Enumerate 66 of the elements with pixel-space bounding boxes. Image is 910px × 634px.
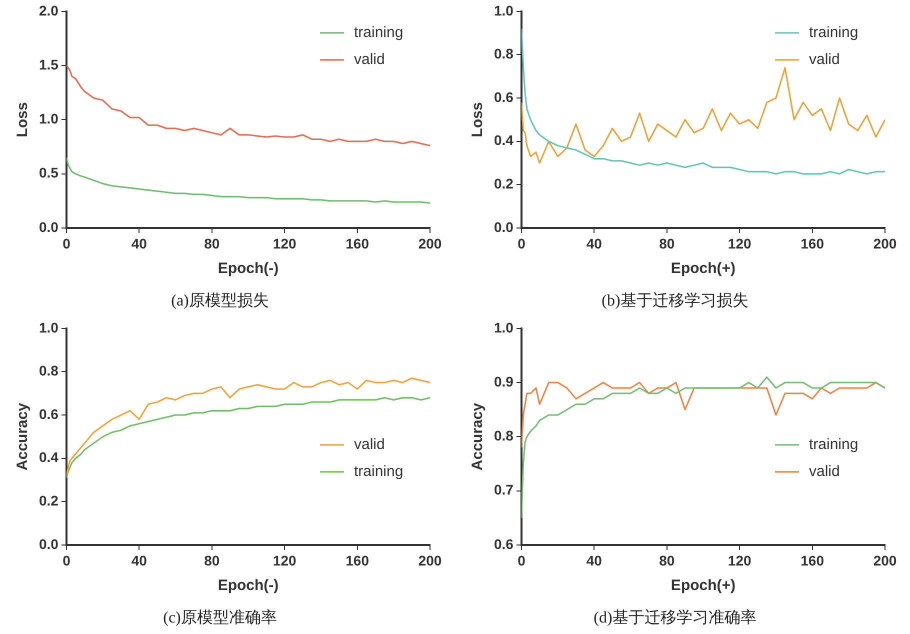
x-tick-label: 200 [418, 235, 442, 252]
legend-label: valid [809, 51, 840, 68]
y-tick-label: 0.0 [494, 218, 514, 235]
x-axis-title: Epoch(-) [218, 576, 279, 594]
y-tick-label: 0.2 [494, 176, 514, 192]
y-tick-label: 1.0 [494, 2, 514, 18]
text: (d)基于迁移学习准确率 [594, 608, 756, 627]
x-tick-label: 160 [346, 552, 370, 568]
x-tick-label: 200 [873, 552, 897, 568]
x-tick-label: 80 [659, 235, 675, 252]
y-axis-title: Loss [14, 102, 32, 138]
legend-label: valid [809, 463, 840, 480]
y-tick-label: 0.6 [494, 88, 514, 105]
y-tick-label: 0.9 [494, 373, 514, 390]
x-tick-label: 0 [518, 235, 526, 252]
x-tick-label: 40 [131, 235, 148, 252]
legend-label: training [354, 463, 404, 480]
y-tick-label: 0.6 [38, 406, 59, 422]
y-tick-label: 0.7 [494, 482, 514, 498]
y-axis-title: Accuracy [469, 402, 486, 470]
y-tick-label: 0.5 [38, 164, 59, 181]
y-axis-title: Loss [469, 102, 486, 138]
x-tick-label: 120 [272, 552, 296, 568]
x-tick-label: 200 [873, 235, 897, 252]
x-tick-label: 0 [518, 552, 526, 568]
x-axis-title: Epoch(+) [670, 576, 736, 594]
x-axis-title: Epoch(-) [218, 260, 279, 277]
y-tick-label: 0.2 [38, 492, 59, 509]
y-axis-title: Accuracy [14, 402, 32, 470]
y-tick-label: 0.6 [494, 536, 514, 552]
y-tick-label: 1.0 [38, 319, 59, 336]
y-tick-label: 0.8 [494, 428, 514, 444]
x-tick-label: 160 [800, 552, 824, 568]
x-tick-label: 80 [204, 552, 220, 568]
text: (c)原模型准确率 [163, 608, 277, 627]
text: (a)原模型损失 [171, 292, 269, 310]
x-tick-label: 160 [346, 235, 370, 252]
y-tick-label: 1.0 [494, 319, 514, 336]
x-tick-label: 80 [659, 552, 675, 568]
x-tick-label: 160 [800, 235, 824, 252]
x-tick-label: 200 [418, 552, 442, 568]
y-tick-label: 0.0 [38, 218, 59, 235]
y-tick-label: 0.8 [494, 46, 514, 62]
x-tick-label: 120 [728, 235, 752, 252]
legend-label: training [354, 24, 404, 42]
y-tick-label: 0.8 [38, 362, 59, 379]
x-tick-label: 80 [204, 235, 220, 252]
y-tick-label: 0.0 [38, 536, 59, 552]
x-tick-label: 120 [728, 552, 752, 568]
x-tick-label: 40 [586, 552, 602, 568]
x-axis-title: Epoch(+) [670, 260, 736, 277]
y-tick-label: 0.4 [38, 449, 59, 466]
legend-label: training [809, 24, 858, 42]
y-tick-label: 0.4 [494, 132, 514, 148]
x-tick-label: 40 [586, 235, 602, 252]
legend-label: valid [354, 51, 385, 68]
x-tick-label: 120 [272, 235, 296, 252]
text: (b)基于迁移学习损失 [602, 292, 748, 310]
legend-label: training [809, 436, 858, 453]
y-tick-label: 1.5 [38, 56, 59, 72]
x-tick-label: 0 [62, 235, 71, 252]
legend-label: valid [354, 436, 385, 453]
y-tick-label: 2.0 [38, 2, 59, 18]
y-tick-label: 1.0 [38, 110, 59, 127]
x-tick-label: 0 [62, 552, 71, 568]
x-tick-label: 40 [131, 552, 148, 568]
